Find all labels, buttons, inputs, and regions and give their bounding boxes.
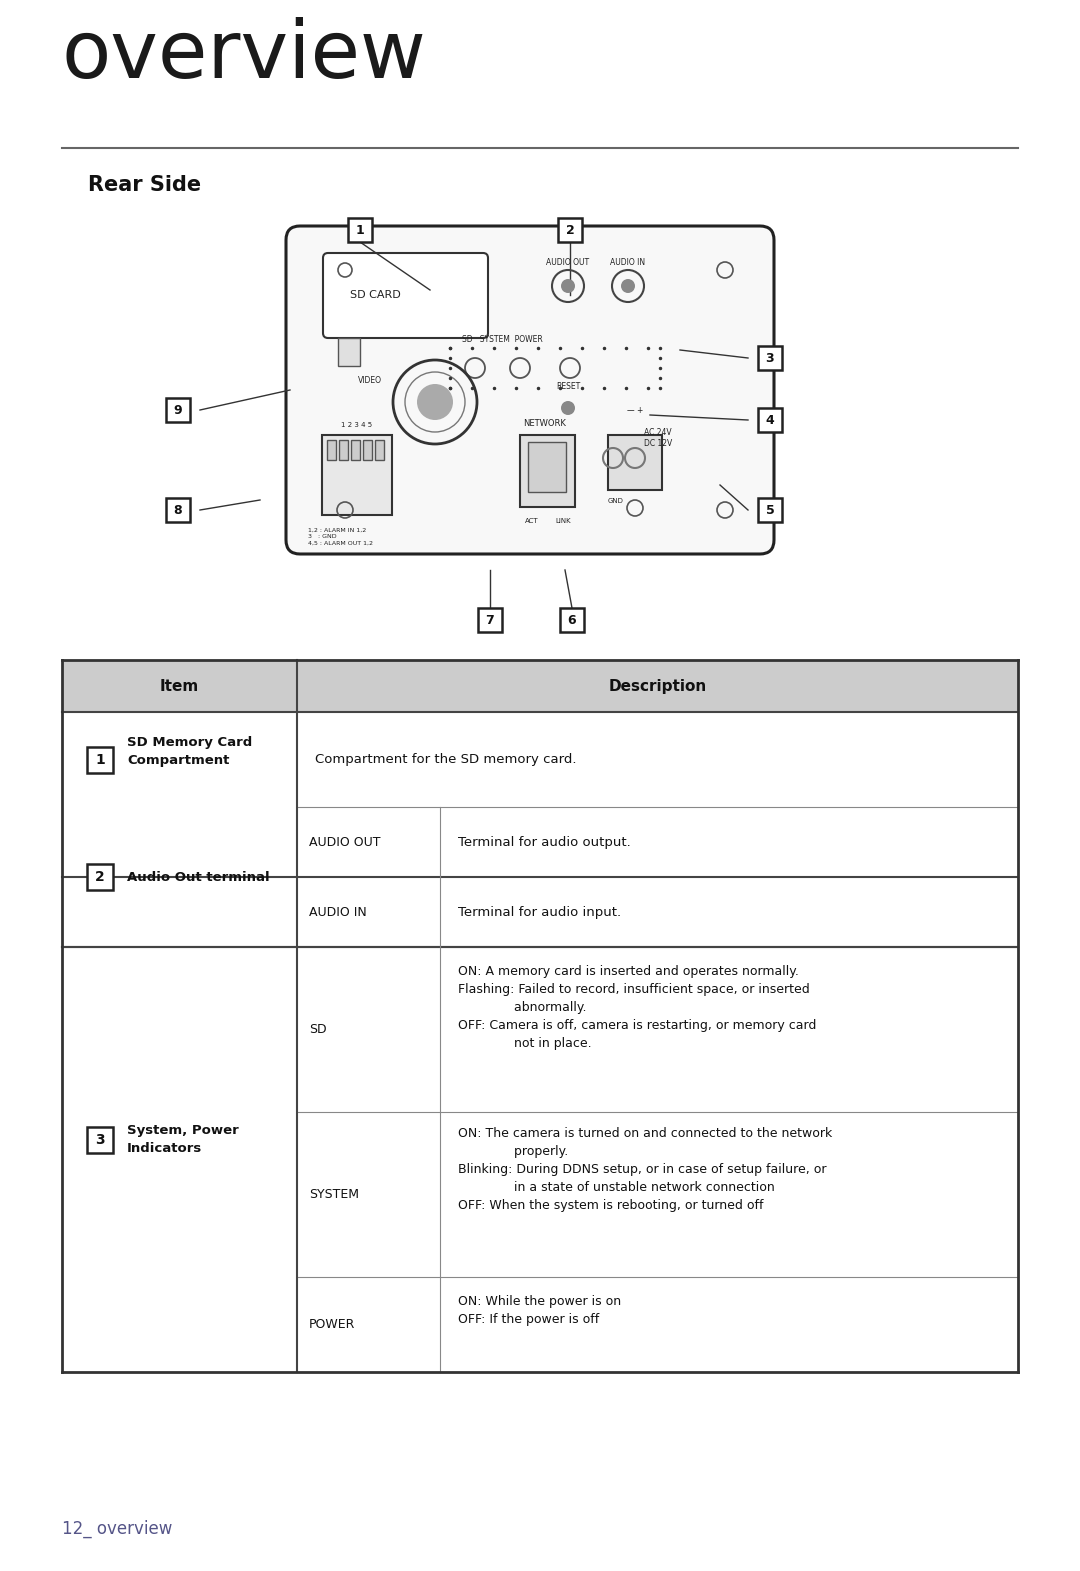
Circle shape: [561, 280, 575, 294]
Text: 1: 1: [95, 753, 105, 767]
Bar: [519, 435, 575, 507]
Bar: [363, 440, 372, 460]
Text: SD CARD: SD CARD: [350, 291, 401, 300]
FancyBboxPatch shape: [758, 346, 782, 371]
Bar: [528, 441, 566, 492]
Text: 1 2 3 4 5: 1 2 3 4 5: [341, 423, 373, 427]
Text: VIDEO: VIDEO: [357, 375, 382, 385]
Text: SYSTEM: SYSTEM: [309, 1188, 359, 1200]
Text: SD: SD: [309, 1023, 326, 1035]
Text: 12_ overview: 12_ overview: [62, 1521, 173, 1538]
Text: SD Memory Card
Compartment: SD Memory Card Compartment: [127, 735, 253, 767]
Text: Terminal for audio output.: Terminal for audio output.: [458, 836, 631, 848]
Text: ON: While the power is on
OFF: If the power is off: ON: While the power is on OFF: If the po…: [458, 1295, 621, 1326]
Bar: [339, 440, 348, 460]
FancyBboxPatch shape: [478, 608, 502, 632]
Bar: [608, 435, 662, 490]
FancyBboxPatch shape: [166, 397, 190, 423]
Text: Compartment for the SD memory card.: Compartment for the SD memory card.: [315, 753, 577, 767]
Text: Item: Item: [160, 679, 199, 693]
Text: GND: GND: [608, 498, 624, 504]
Text: ACT: ACT: [525, 518, 539, 525]
FancyBboxPatch shape: [87, 864, 113, 891]
Text: AUDIO IN: AUDIO IN: [610, 258, 646, 267]
Text: 3: 3: [766, 352, 774, 364]
Text: 9: 9: [174, 404, 183, 416]
Bar: [62, 660, 1018, 712]
Text: Terminal for audio input.: Terminal for audio input.: [458, 905, 621, 919]
Circle shape: [561, 401, 575, 415]
Bar: [62, 712, 1018, 807]
Text: 1: 1: [355, 223, 364, 237]
Bar: [375, 440, 384, 460]
FancyBboxPatch shape: [286, 226, 774, 555]
Bar: [62, 807, 1018, 947]
Text: 4: 4: [766, 413, 774, 426]
Text: System, Power
Indicators: System, Power Indicators: [127, 1123, 239, 1155]
FancyBboxPatch shape: [758, 408, 782, 432]
FancyBboxPatch shape: [758, 498, 782, 522]
Bar: [322, 435, 392, 515]
Text: — +: — +: [626, 405, 644, 415]
Text: overview: overview: [62, 17, 427, 94]
FancyBboxPatch shape: [166, 498, 190, 522]
Text: 1,2 : ALARM IN 1,2
3   : GND
4,5 : ALARM OUT 1,2: 1,2 : ALARM IN 1,2 3 : GND 4,5 : ALARM O…: [308, 528, 373, 545]
FancyBboxPatch shape: [87, 746, 113, 773]
Text: Description: Description: [608, 679, 706, 693]
Text: ON: A memory card is inserted and operates normally.
Flashing: Failed to record,: ON: A memory card is inserted and operat…: [458, 965, 816, 1049]
Bar: [327, 440, 336, 460]
Text: ON: The camera is turned on and connected to the network
              properly.: ON: The camera is turned on and connecte…: [458, 1126, 833, 1211]
Text: 2: 2: [566, 223, 575, 237]
Text: 3: 3: [95, 1133, 105, 1147]
Circle shape: [621, 280, 635, 294]
Text: 7: 7: [486, 614, 495, 627]
Text: 8: 8: [174, 503, 183, 517]
Text: NETWORK: NETWORK: [524, 419, 566, 427]
FancyBboxPatch shape: [323, 253, 488, 338]
Text: Rear Side: Rear Side: [87, 174, 201, 195]
Text: LINK: LINK: [555, 518, 570, 525]
Text: AUDIO IN: AUDIO IN: [309, 905, 367, 919]
Text: AC 24V
DC 12V: AC 24V DC 12V: [644, 427, 672, 448]
FancyBboxPatch shape: [561, 608, 584, 632]
Bar: [62, 947, 1018, 1371]
Text: 5: 5: [766, 503, 774, 517]
Circle shape: [417, 383, 453, 419]
Text: AUDIO OUT: AUDIO OUT: [546, 258, 590, 267]
Text: Audio Out terminal: Audio Out terminal: [127, 870, 270, 883]
FancyBboxPatch shape: [558, 218, 582, 242]
Text: 2: 2: [95, 870, 105, 884]
Text: SD   SYSTEM  POWER: SD SYSTEM POWER: [462, 335, 543, 344]
Text: 6: 6: [568, 614, 577, 627]
Text: AUDIO OUT: AUDIO OUT: [309, 836, 380, 848]
FancyBboxPatch shape: [87, 1126, 113, 1153]
Text: POWER: POWER: [309, 1318, 355, 1331]
Bar: [351, 440, 360, 460]
Bar: [338, 338, 360, 366]
Text: RESET: RESET: [556, 382, 580, 391]
FancyBboxPatch shape: [348, 218, 372, 242]
